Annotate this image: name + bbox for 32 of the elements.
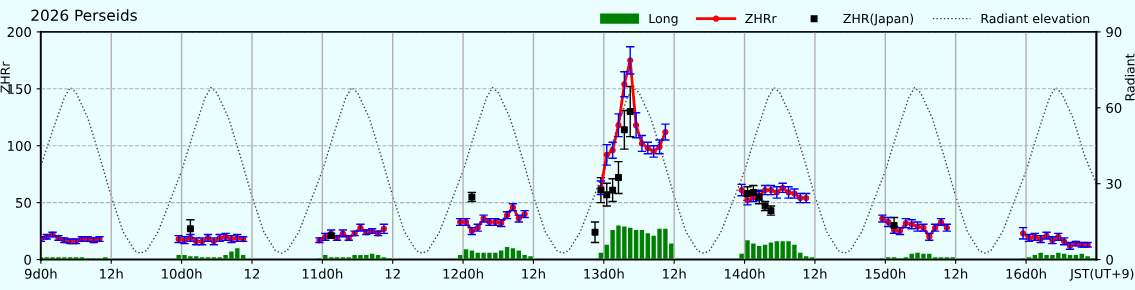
y2-axis-title: Radiant	[1124, 53, 1135, 101]
y2-tick-label: 60	[1106, 103, 1122, 113]
y-axis-title: ZHRr	[0, 61, 10, 93]
x-tick-label: 12h	[803, 268, 827, 279]
x-tick-label: 12h	[100, 268, 123, 279]
legend-label: Radiant elevation	[981, 13, 1090, 24]
x-tick-label: 14d0h	[725, 268, 765, 279]
legend-label: ZHRr	[745, 13, 777, 24]
y-tick-label: 200	[7, 27, 31, 38]
chart-title: 2026 Perseids	[31, 9, 137, 22]
y2-tick-label: 90	[1106, 27, 1122, 38]
y-tick-label: 50	[16, 197, 31, 208]
x-tick-label: 12	[245, 268, 260, 279]
x-tick-label: 12h	[944, 268, 968, 279]
x-tick-label: 12d0h	[443, 268, 483, 279]
x-tick-label: 12	[385, 268, 400, 279]
y2-tick-label: 0	[1106, 254, 1113, 265]
x-tick-label: 12h	[663, 268, 686, 279]
x-tick-label: 13d0h	[584, 268, 624, 279]
legend-label: Long	[649, 13, 678, 26]
y2-tick-label: 30	[1106, 178, 1122, 189]
x-tick-label: 16d0h	[1006, 268, 1046, 279]
x-tick-label: 9d0h	[24, 268, 57, 279]
y-tick-label: 0	[24, 254, 31, 265]
x-tick-label: 11d0h	[302, 268, 343, 279]
legend-label: ZHR(Japan)	[843, 13, 914, 26]
y-tick-label: 150	[8, 84, 31, 95]
y-tick-label: 100	[8, 140, 31, 151]
x-tick-label: 12h	[522, 268, 545, 279]
x-tick-label: 15d0h	[865, 268, 906, 279]
x-axis-title: JST(UT+9)	[1069, 268, 1134, 281]
x-tick-label: 10d0h	[162, 268, 202, 279]
